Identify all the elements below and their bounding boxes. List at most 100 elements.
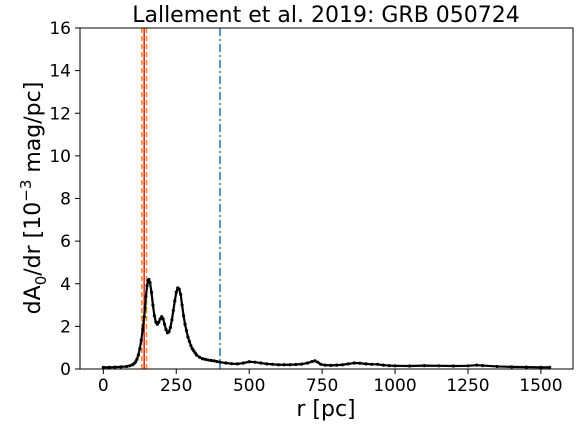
data-point [183,322,187,326]
data-point [270,362,275,366]
data-point [187,339,191,343]
y-tick-label: 2 [60,317,71,337]
data-point [300,362,304,366]
data-point [375,362,380,366]
data-point [259,361,263,365]
chart-title: Lallement et al. 2019: GRB 050724 [132,3,520,28]
data-point [265,362,269,366]
data-point [480,363,485,368]
data-point [294,362,298,367]
x-tick-label: 1250 [446,376,489,396]
data-point [138,347,142,351]
data-point [358,361,362,365]
data-point [276,363,280,367]
x-axis-label: r [pc] [296,397,355,422]
data-point [218,360,222,364]
data-point [387,363,391,368]
data-point [149,290,154,294]
y-tick-label: 16 [49,19,71,39]
data-point [381,363,385,367]
data-point [161,317,165,321]
data-point [282,363,286,367]
y-tick-label: 8 [60,190,71,210]
data-point [305,361,310,365]
data-point [107,365,111,369]
data-point [186,335,190,339]
data-point [310,359,314,364]
data-point [209,358,213,363]
data-point [316,360,320,364]
data-point [133,360,138,364]
data-point [139,338,143,342]
data-point [184,329,189,333]
data-point [125,364,129,369]
data-point [164,327,168,332]
plot-area [101,28,552,369]
y-tick-label: 14 [49,62,71,82]
data-point [177,287,181,291]
x-tick-label: 250 [160,376,192,396]
data-point [437,364,441,368]
x-tick-label: 1000 [373,376,416,396]
data-point [235,362,240,366]
data-point [539,365,543,369]
data-point [548,365,552,369]
data-point [151,303,155,307]
data-point [288,363,292,367]
data-point [393,364,397,368]
x-tick-label: 0 [98,376,109,396]
data-point [206,358,210,362]
data-point [144,294,148,299]
data-point [319,362,323,366]
data-point [212,359,216,363]
data-point [466,364,470,368]
x-tick-label: 500 [233,376,265,396]
data-point [510,365,514,369]
data-point [524,365,528,369]
data-point [189,343,193,348]
data-point [364,362,368,366]
data-point [247,360,251,364]
data-point [143,305,147,309]
data-point [148,281,152,285]
axis-ticks: 0 250 500 750 1000 1250 1500 0 2 4 6 8 10 12 14 16 [49,19,562,396]
data-point [170,318,174,322]
data-point [195,353,199,357]
data-point [181,314,186,318]
data-point [253,360,257,364]
data-point [147,277,151,282]
data-point [119,365,123,369]
data-point [313,359,317,363]
data-point [203,357,208,362]
data-point [101,365,105,369]
y-tick-label: 6 [60,232,71,252]
data-point [451,364,455,368]
data-point [179,292,183,297]
data-point [168,325,173,330]
x-tick-label: 750 [306,376,338,396]
data-point [141,327,145,332]
data-point [174,290,178,294]
data-point [171,308,175,312]
data-point [230,362,234,366]
y-tick-label: 0 [60,360,71,380]
data-point [145,284,149,288]
y-tick-label: 12 [49,104,71,124]
data-point [163,322,167,326]
data-point [475,363,479,367]
y-axis-label: dA0/dr [10−3 mag/pc] [17,82,50,315]
data-point [180,303,184,307]
data-point [173,299,177,303]
data-point [241,361,245,365]
data-point [340,363,345,367]
data-point [215,359,219,364]
data-point [135,357,139,362]
x-tick-label: 1500 [519,376,562,396]
data-point [142,315,146,319]
data-point [152,314,156,318]
data-point [352,361,356,365]
data-point [323,363,327,367]
data-point [113,365,117,369]
data-point [224,361,228,365]
